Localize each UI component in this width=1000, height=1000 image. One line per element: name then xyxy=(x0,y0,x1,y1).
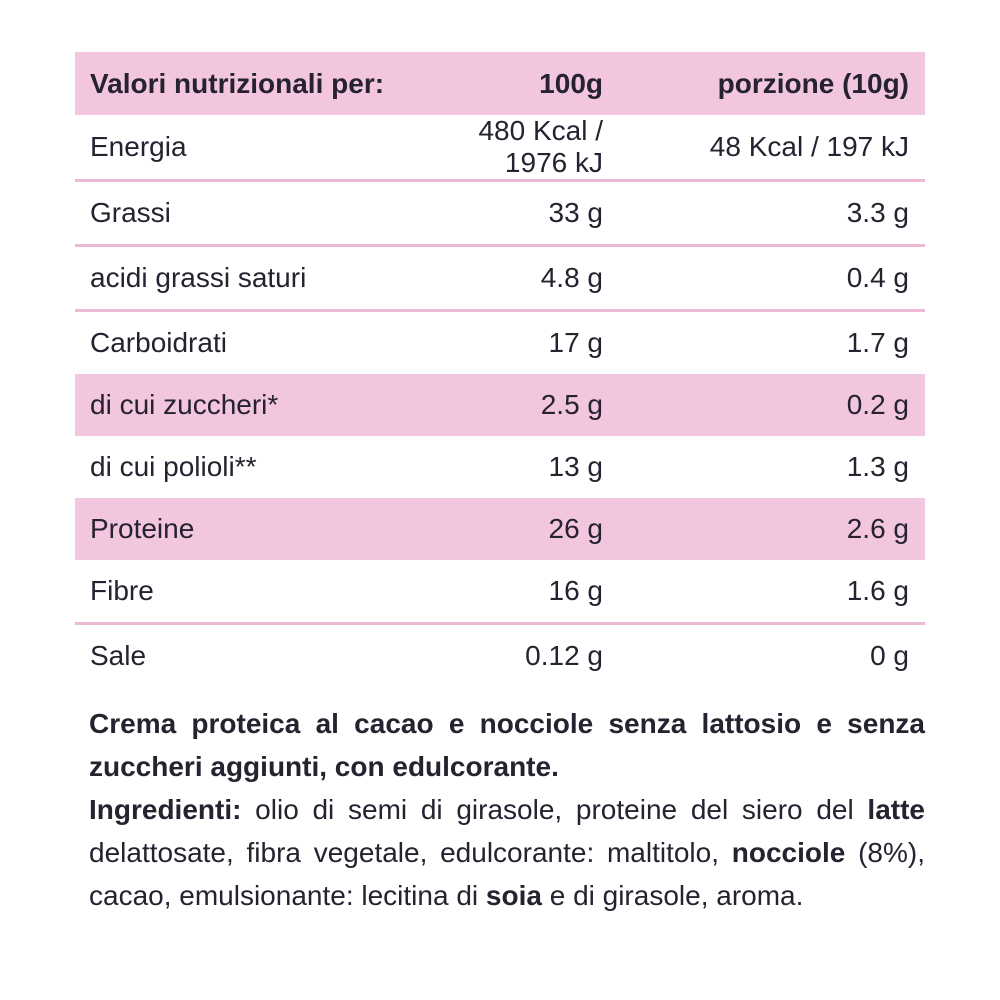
table-row: Proteine 26 g 2.6 g xyxy=(75,498,925,560)
table-row: di cui polioli** 13 g 1.3 g xyxy=(75,436,925,498)
table-row: Carboidrati 17 g 1.7 g xyxy=(75,309,925,374)
footer-text-block: Crema proteica al cacao e nocciole senza… xyxy=(89,702,925,917)
row-value-portion: 1.7 g xyxy=(603,309,925,374)
row-label: Fibre xyxy=(90,575,154,606)
product-description: Crema proteica al cacao e nocciole senza… xyxy=(89,708,925,782)
row-value-portion: 0.2 g xyxy=(603,374,925,436)
table-row: Sale 0.12 g 0 g xyxy=(75,622,925,687)
table-header-row: Valori nutrizionali per: 100g porzione (… xyxy=(75,52,925,115)
header-col-100g: 100g xyxy=(415,52,603,115)
row-value-portion: 3.3 g xyxy=(603,179,925,246)
row-value-portion: 0 g xyxy=(603,622,925,687)
row-value-portion: 48 Kcal / 197 kJ xyxy=(709,131,909,162)
row-value-100g: 17 g xyxy=(415,309,603,374)
row-value-portion: 2.6 g xyxy=(603,498,925,560)
row-label: di cui polioli** xyxy=(90,451,257,482)
row-value-100g: 4.8 g xyxy=(415,244,603,311)
row-value-portion: 0.4 g xyxy=(603,244,925,311)
row-label: Energia xyxy=(90,131,187,162)
row-label: Carboidrati xyxy=(75,309,415,374)
row-value-100g: 33 g xyxy=(415,179,603,246)
table-row: di cui zuccheri* 2.5 g 0.2 g xyxy=(75,374,925,436)
row-value-100g: 480 Kcal / 1976 kJ xyxy=(478,115,603,178)
row-value-100g: 26 g xyxy=(415,498,603,560)
row-value-100g: 0.12 g xyxy=(415,622,603,687)
row-label: Grassi xyxy=(75,179,415,246)
ingredients-text: Ingredienti: olio di semi di girasole, p… xyxy=(89,794,925,911)
header-col-label: Valori nutrizionali per: xyxy=(75,52,415,115)
row-label: di cui zuccheri* xyxy=(75,374,415,436)
row-value-100g: 16 g xyxy=(548,575,604,606)
table-row: acidi grassi saturi 4.8 g 0.4 g xyxy=(75,244,925,311)
nutrition-table-body: Energia 480 Kcal / 1976 kJ 48 Kcal / 197… xyxy=(75,115,925,687)
row-label: Sale xyxy=(75,622,415,687)
table-row: Grassi 33 g 3.3 g xyxy=(75,179,925,246)
row-value-portion: 1.6 g xyxy=(846,575,909,606)
row-value-100g: 13 g xyxy=(548,451,604,482)
row-value-100g: 2.5 g xyxy=(415,374,603,436)
table-row: Energia 480 Kcal / 1976 kJ 48 Kcal / 197… xyxy=(75,115,925,181)
table-row: Fibre 16 g 1.6 g xyxy=(75,560,925,624)
row-value-portion: 1.3 g xyxy=(846,451,909,482)
nutrition-table: Valori nutrizionali per: 100g porzione (… xyxy=(75,52,925,687)
row-label: acidi grassi saturi xyxy=(75,244,415,311)
header-col-portion: porzione (10g) xyxy=(603,52,925,115)
row-label: Proteine xyxy=(75,498,415,560)
